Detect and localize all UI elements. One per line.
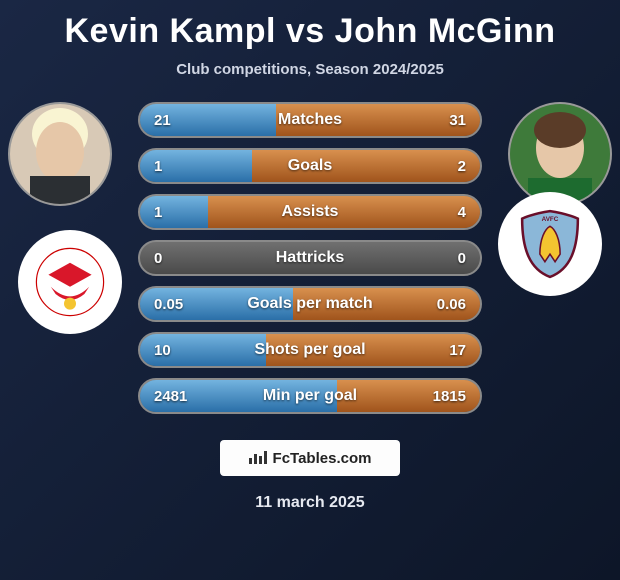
stat-left-value: 2481	[154, 388, 187, 405]
player-left-avatar	[8, 102, 112, 206]
svg-text:AVFC: AVFC	[542, 216, 559, 223]
bar-chart-icon	[249, 450, 267, 467]
stat-fill-right	[208, 196, 480, 228]
face-placeholder-icon	[510, 104, 610, 204]
brand-badge[interactable]: FcTables.com	[220, 440, 400, 476]
stat-right-value: 0	[458, 250, 466, 267]
stat-label: Hattricks	[276, 249, 344, 267]
stat-label: Goals per match	[247, 295, 372, 313]
brand-text: FcTables.com	[273, 450, 372, 467]
stat-right-value: 31	[449, 112, 466, 129]
stat-label: Assists	[282, 203, 339, 221]
aston-villa-icon: AVFC	[512, 206, 588, 282]
stat-left-value: 1	[154, 204, 162, 221]
club-right-badge: AVFC	[498, 192, 602, 296]
stat-fill-left	[140, 196, 208, 228]
stat-right-value: 0.06	[437, 296, 466, 313]
stat-left-value: 0.05	[154, 296, 183, 313]
stat-label: Goals	[288, 157, 332, 175]
comparison-subtitle: Club competitions, Season 2024/2025	[0, 61, 620, 78]
stat-right-value: 1815	[433, 388, 466, 405]
stat-row: 0.05 0.06 Goals per match	[138, 286, 482, 322]
stat-row: 1 2 Goals	[138, 148, 482, 184]
stat-left-value: 10	[154, 342, 171, 359]
comparison-title: Kevin Kampl vs John McGinn	[0, 0, 620, 51]
stat-left-value: 0	[154, 250, 162, 267]
stat-row: 0 0 Hattricks	[138, 240, 482, 276]
rb-leipzig-icon	[34, 246, 106, 318]
stat-label: Min per goal	[263, 387, 357, 405]
stat-fill-right	[252, 150, 480, 182]
face-placeholder-icon	[10, 104, 110, 204]
comparison-content: AVFC 21 31 Matches 1 2 Goals 1 4 Assists 0 0 Hattri…	[0, 102, 620, 422]
stat-label: Shots per goal	[254, 341, 365, 359]
player-right-avatar	[508, 102, 612, 206]
stat-left-value: 1	[154, 158, 162, 175]
club-left-badge	[18, 230, 122, 334]
stat-bars: 21 31 Matches 1 2 Goals 1 4 Assists 0 0 Hattricks 0.…	[138, 102, 482, 424]
stat-row: 1 4 Assists	[138, 194, 482, 230]
stat-label: Matches	[278, 111, 342, 129]
stat-row: 2481 1815 Min per goal	[138, 378, 482, 414]
stat-row: 10 17 Shots per goal	[138, 332, 482, 368]
comparison-date: 11 march 2025	[0, 494, 620, 512]
stat-right-value: 4	[458, 204, 466, 221]
stat-right-value: 2	[458, 158, 466, 175]
stat-left-value: 21	[154, 112, 171, 129]
stat-row: 21 31 Matches	[138, 102, 482, 138]
stat-right-value: 17	[449, 342, 466, 359]
